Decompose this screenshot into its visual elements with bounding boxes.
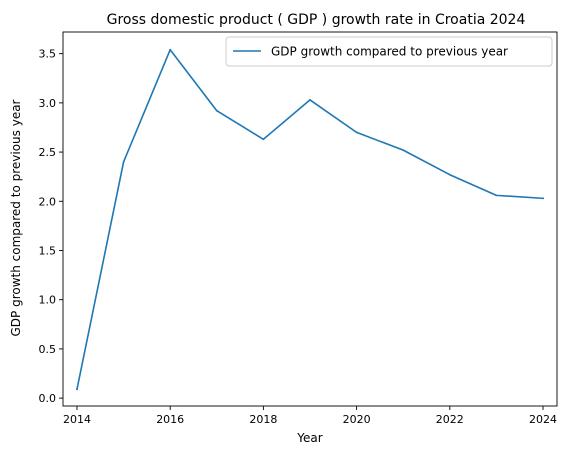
x-tick-label: 2024 bbox=[529, 413, 557, 426]
x-axis-label: Year bbox=[296, 431, 322, 445]
x-tick-label: 2020 bbox=[343, 413, 371, 426]
y-tick-label: 0.0 bbox=[39, 392, 57, 405]
data-point bbox=[542, 197, 544, 200]
y-tick-label: 2.5 bbox=[39, 146, 57, 159]
data-point bbox=[215, 109, 218, 112]
y-tick-label: 2.0 bbox=[39, 195, 57, 208]
y-tick-label: 1.0 bbox=[39, 294, 57, 307]
y-tick-label: 3.0 bbox=[39, 97, 57, 110]
y-axis-label: GDP growth compared to previous year bbox=[9, 99, 23, 336]
data-point bbox=[309, 99, 311, 101]
x-tick-label: 2016 bbox=[156, 413, 184, 426]
y-tick-label: 1.5 bbox=[39, 244, 57, 257]
legend-box bbox=[225, 36, 553, 67]
data-point bbox=[262, 138, 265, 141]
data-point bbox=[355, 131, 358, 134]
y-tick-label: 0.5 bbox=[39, 343, 57, 356]
legend: GDP growth compared to previous year bbox=[225, 36, 553, 67]
data-point bbox=[122, 161, 125, 163]
x-tick-label: 2014 bbox=[63, 413, 91, 426]
chart-title: Gross domestic product ( GDP ) growth ra… bbox=[107, 12, 526, 28]
data-point bbox=[495, 194, 498, 197]
data-point bbox=[76, 388, 78, 391]
y-tick-label: 3.5 bbox=[39, 48, 57, 61]
data-point bbox=[448, 173, 451, 176]
axes-frame bbox=[62, 31, 558, 407]
x-tick-label: 2022 bbox=[436, 413, 464, 426]
data-point bbox=[169, 48, 172, 51]
data-point bbox=[402, 149, 405, 152]
legend-label: GDP growth compared to previous year bbox=[271, 45, 508, 59]
plot-area: 2014 2016 2018 2020 2022 2024 0.0 0.5 1.0 1.5 2.0 2… bbox=[39, 31, 558, 426]
x-tick-label: 2018 bbox=[249, 413, 277, 426]
